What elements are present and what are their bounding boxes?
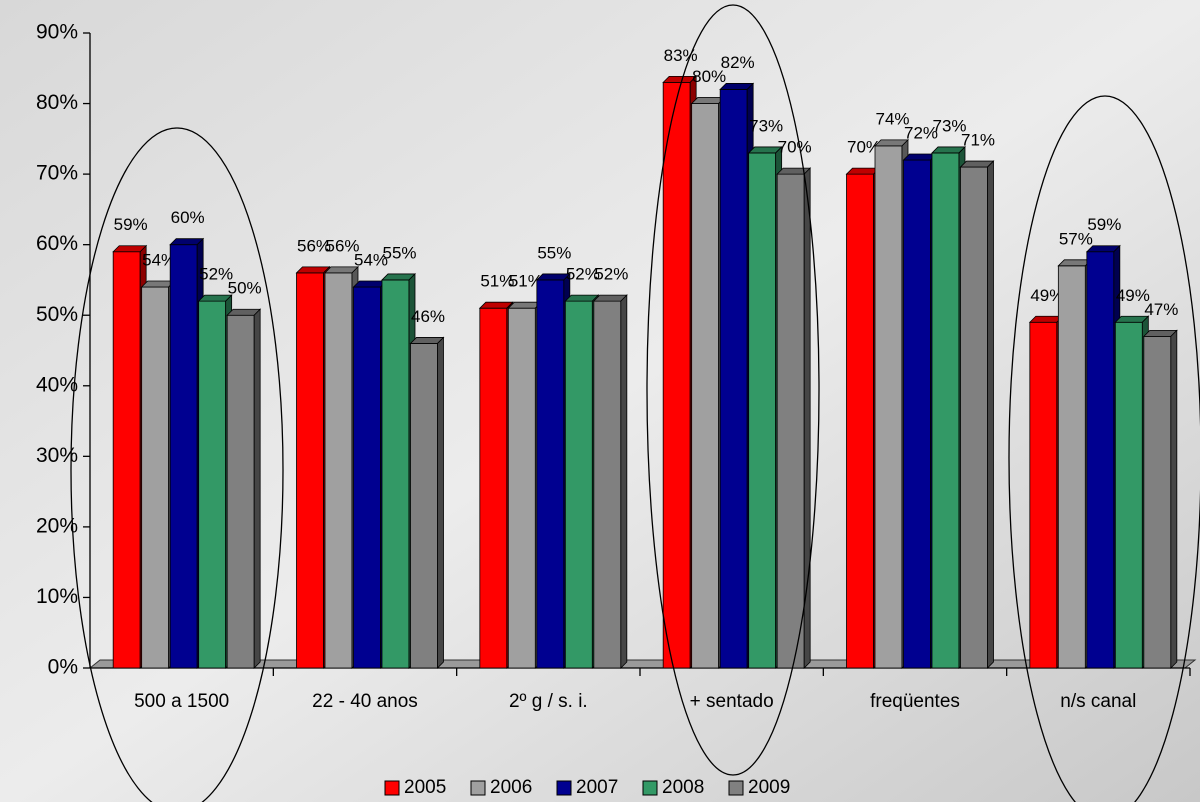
value-label: 55% (537, 243, 571, 262)
bar (507, 307, 536, 669)
bar (1086, 251, 1115, 669)
highlight-ellipse (1008, 95, 1200, 802)
bar (662, 81, 691, 669)
value-label: 82% (721, 53, 755, 72)
legend-label: 2007 (576, 777, 618, 798)
value-label: 73% (932, 116, 966, 135)
y-tick-label: 80% (36, 91, 78, 114)
bar (564, 300, 593, 669)
bar (169, 244, 198, 669)
value-label: 70% (778, 138, 812, 157)
bar (198, 300, 227, 669)
bar-side (1170, 329, 1178, 669)
bar (1029, 321, 1058, 669)
y-tick-label: 20% (36, 514, 78, 537)
bar (748, 152, 777, 669)
bar (324, 272, 353, 669)
bar (226, 314, 255, 669)
bar (960, 166, 988, 669)
value-label: 60% (171, 208, 205, 227)
legend-swatch (470, 780, 486, 796)
value-label: 71% (961, 131, 995, 150)
bar (903, 159, 931, 669)
bar-side (253, 308, 261, 669)
y-tick-label: 0% (48, 656, 78, 679)
bar (353, 286, 381, 669)
y-tick-label: 40% (36, 373, 78, 396)
value-label: 59% (114, 215, 148, 234)
x-tick-label: n/s canal (1060, 691, 1136, 712)
x-tick-label: 500 a 1500 (134, 691, 229, 712)
value-label: 55% (382, 243, 416, 262)
bar (593, 300, 622, 669)
legend-swatch (728, 780, 744, 796)
value-label: 56% (325, 236, 359, 255)
value-label: 73% (749, 116, 783, 135)
value-label: 47% (1144, 300, 1178, 319)
bar (296, 272, 324, 669)
y-tick-label: 90% (36, 21, 78, 44)
value-label: 54% (142, 250, 176, 269)
value-label: 52% (594, 265, 628, 284)
x-tick-label: freqüentes (870, 691, 960, 712)
value-label: 57% (1059, 229, 1093, 248)
bar-side (620, 294, 628, 669)
bar (691, 103, 720, 669)
bar (381, 279, 410, 669)
highlight-ellipse (646, 4, 820, 776)
value-label: 54% (354, 250, 388, 269)
legend-label: 2008 (662, 777, 704, 798)
bar (776, 173, 805, 669)
value-label: 49% (1116, 286, 1150, 305)
y-tick-label: 60% (36, 232, 78, 255)
bar (1143, 335, 1172, 669)
value-label: 70% (847, 138, 881, 157)
bar (112, 251, 141, 669)
bar (931, 152, 960, 669)
bar (1057, 265, 1086, 669)
highlight-ellipse (70, 127, 284, 802)
bar (1114, 321, 1143, 669)
value-label: 59% (1087, 215, 1121, 234)
value-label: 51% (480, 272, 514, 291)
x-tick-label: 2º g / s. i. (509, 691, 588, 712)
bar (410, 343, 438, 669)
value-label: 52% (566, 265, 600, 284)
bar (874, 145, 903, 669)
value-label: 46% (411, 307, 445, 326)
x-tick-label: + sentado (690, 691, 774, 712)
bar (479, 307, 508, 669)
legend-label: 2009 (748, 777, 790, 798)
y-tick-label: 10% (36, 585, 78, 608)
bar-side (803, 167, 811, 669)
plot-area: 0% 10% 20% 30% 40% 50% 60% 70% 80% 90% 500 a 1500 2… (36, 21, 1191, 798)
bar (141, 286, 170, 669)
value-label: 72% (904, 123, 938, 142)
y-tick-label: 30% (36, 444, 78, 467)
value-label: 50% (228, 279, 262, 298)
value-label: 51% (509, 272, 543, 291)
legend-swatch (556, 780, 572, 796)
value-label: 80% (692, 67, 726, 86)
bar (719, 89, 748, 669)
legend-swatch (384, 780, 400, 796)
value-label: 52% (199, 265, 233, 284)
bar (536, 279, 565, 669)
value-label: 49% (1030, 286, 1064, 305)
bar-side (987, 160, 994, 669)
legend-swatch (642, 780, 658, 796)
y-tick-label: 70% (36, 162, 78, 185)
bar (846, 173, 874, 669)
bar-side (437, 336, 444, 669)
value-label: 56% (297, 236, 331, 255)
legend-label: 2006 (490, 777, 532, 798)
x-tick-label: 22 - 40 anos (312, 691, 418, 712)
value-label: 74% (875, 109, 909, 128)
legend-label: 2005 (404, 777, 446, 798)
y-tick-label: 50% (36, 303, 78, 326)
